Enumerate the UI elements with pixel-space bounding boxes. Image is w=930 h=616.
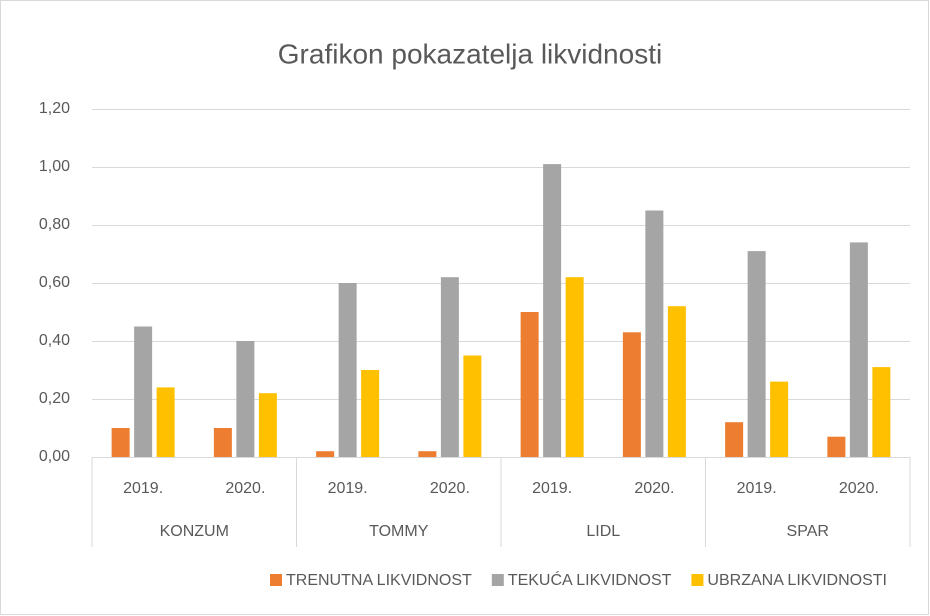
bar bbox=[156, 387, 175, 457]
bar bbox=[213, 428, 232, 457]
legend-swatch bbox=[270, 574, 282, 586]
x-tick-label: 2019. bbox=[123, 480, 163, 497]
bar bbox=[338, 283, 357, 457]
legend-swatch bbox=[691, 574, 704, 586]
y-tick-label: 0,80 bbox=[39, 216, 70, 233]
group-label: LIDL bbox=[586, 523, 620, 540]
bar bbox=[236, 341, 255, 457]
bar bbox=[872, 367, 891, 457]
x-tick-label: 2020. bbox=[839, 480, 879, 497]
bar bbox=[463, 355, 482, 457]
bar bbox=[645, 210, 664, 457]
bar bbox=[849, 242, 868, 457]
bar bbox=[543, 164, 562, 457]
legend-swatch bbox=[491, 574, 504, 586]
legend-label: TRENUTNA LIKVIDNOST bbox=[286, 572, 472, 589]
bar bbox=[565, 277, 584, 457]
bar bbox=[520, 312, 539, 457]
x-tick-label: 2020. bbox=[634, 480, 674, 497]
bar bbox=[440, 277, 459, 457]
bar bbox=[134, 326, 153, 457]
group-label: SPAR bbox=[787, 523, 829, 540]
group-label: TOMMY bbox=[369, 523, 429, 540]
y-tick-label: 0,20 bbox=[39, 390, 70, 407]
chart-title: Grafikon pokazatelja likvidnosti bbox=[278, 38, 662, 69]
bar bbox=[361, 370, 380, 457]
bar bbox=[725, 422, 744, 457]
bar bbox=[111, 428, 130, 457]
y-tick-label: 1,20 bbox=[39, 100, 70, 117]
bar bbox=[747, 251, 766, 457]
x-tick-label: 2020. bbox=[430, 480, 470, 497]
group-label: KONZUM bbox=[160, 523, 229, 540]
bar bbox=[418, 451, 437, 457]
x-tick-label: 2020. bbox=[225, 480, 265, 497]
bar bbox=[316, 451, 335, 457]
bar bbox=[827, 436, 846, 457]
legend-label: TEKUĆA LIKVIDNOST bbox=[508, 570, 672, 589]
x-tick-label: 2019. bbox=[737, 480, 777, 497]
x-tick-label: 2019. bbox=[532, 480, 572, 497]
bar bbox=[622, 332, 641, 457]
bar bbox=[770, 381, 789, 457]
y-tick-label: 0,60 bbox=[39, 274, 70, 291]
x-tick-label: 2019. bbox=[328, 480, 368, 497]
y-tick-label: 0,00 bbox=[39, 448, 70, 465]
bar bbox=[667, 306, 686, 457]
y-tick-label: 0,40 bbox=[39, 332, 70, 349]
y-tick-label: 1,00 bbox=[39, 158, 70, 175]
legend-label: UBRZANA LIKVIDNOSTI bbox=[707, 572, 887, 589]
bar bbox=[258, 393, 277, 457]
